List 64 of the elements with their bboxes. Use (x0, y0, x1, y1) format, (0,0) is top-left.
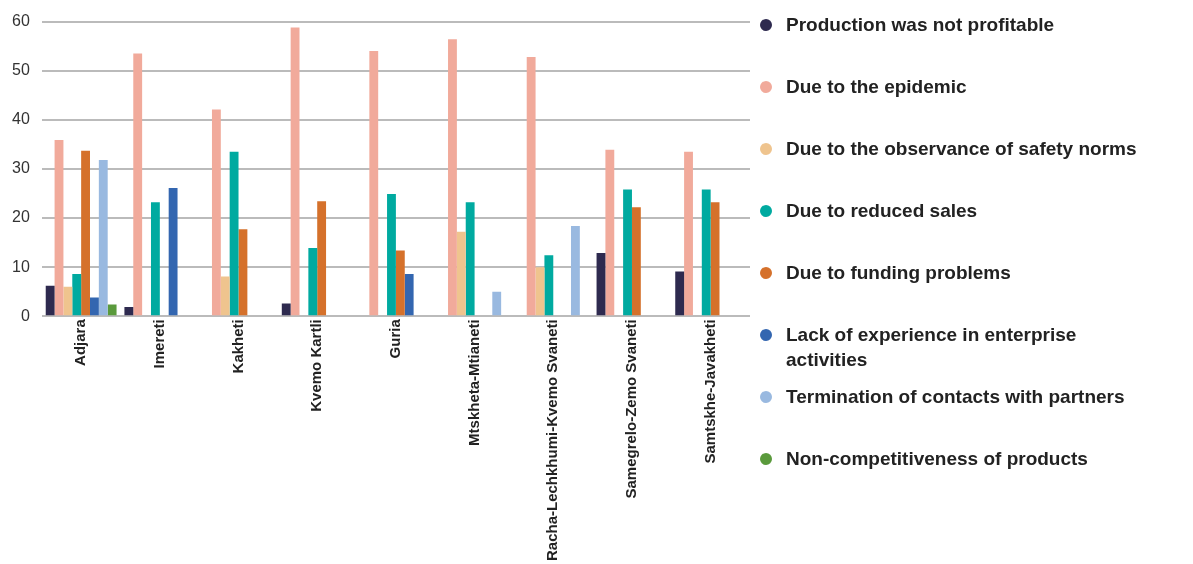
bar (684, 151, 693, 316)
bar (710, 202, 720, 316)
y-tick-label: 50 (12, 61, 30, 79)
bar (89, 297, 99, 316)
bar (544, 255, 554, 316)
legend-label: Due to the observance of safety norms (786, 137, 1137, 161)
bar (290, 27, 300, 316)
bar (98, 160, 108, 316)
bar (308, 248, 318, 316)
bar (317, 201, 327, 316)
bar (404, 274, 414, 316)
bar (150, 202, 160, 316)
bar (623, 189, 632, 316)
bar (526, 56, 536, 316)
legend-label: Lack of experience in enterprise activities (786, 323, 1078, 372)
bar (229, 151, 239, 316)
legend-label: Due to funding problems (786, 261, 1011, 285)
bar (675, 271, 685, 316)
y-tick-label: 10 (12, 257, 30, 275)
bar (54, 139, 64, 316)
bar (220, 276, 230, 316)
bar (63, 286, 73, 316)
x-tick-label: Samtskhe-Javakheti (700, 319, 718, 464)
bar (238, 229, 248, 316)
bar (133, 53, 143, 316)
legend-label: Due to the epidemic (786, 75, 967, 99)
bar (395, 250, 405, 316)
bar (456, 231, 466, 316)
bar (701, 189, 711, 316)
y-tick-label: 30 (12, 159, 30, 177)
x-tick-label: Racha-Lechkhumi-Kvemo Svaneti (543, 319, 561, 562)
bar (387, 193, 396, 316)
legend-label: Non-competitiveness of products (786, 447, 1088, 471)
legend-label: Due to reduced sales (786, 199, 978, 223)
y-tick-label: 0 (20, 306, 30, 324)
bar (465, 202, 475, 316)
bar (631, 207, 641, 316)
x-tick-label: Adjara (71, 318, 89, 366)
bar (448, 39, 457, 316)
bar (605, 149, 615, 316)
x-tick-label: Kvemo Kartli (307, 319, 325, 412)
x-tick-label: Samegrelo-Zemo Svaneti (622, 319, 640, 499)
bar (124, 306, 134, 316)
bar (281, 303, 291, 316)
bar (168, 188, 178, 316)
x-tick-label: Imereti (149, 319, 167, 369)
bar (369, 51, 379, 316)
x-tick-label: Kakheti (228, 319, 246, 374)
bar (570, 225, 580, 316)
x-tick-label: Mtskheta-Mtianeti (464, 319, 482, 446)
bar (72, 274, 82, 316)
bar (596, 252, 606, 316)
bar (211, 109, 221, 316)
y-tick-label: 40 (12, 110, 30, 128)
bar (535, 267, 545, 316)
legend-label: Production was not profitable (786, 13, 1055, 37)
bar (107, 304, 117, 316)
bar (45, 285, 55, 316)
bar (81, 150, 90, 316)
x-tick-label: Guria (386, 318, 404, 359)
bar (492, 291, 502, 316)
legend-label: Termination of contacts with partners (786, 385, 1125, 409)
y-tick-label: 60 (12, 12, 30, 30)
y-tick-label: 20 (12, 208, 30, 226)
